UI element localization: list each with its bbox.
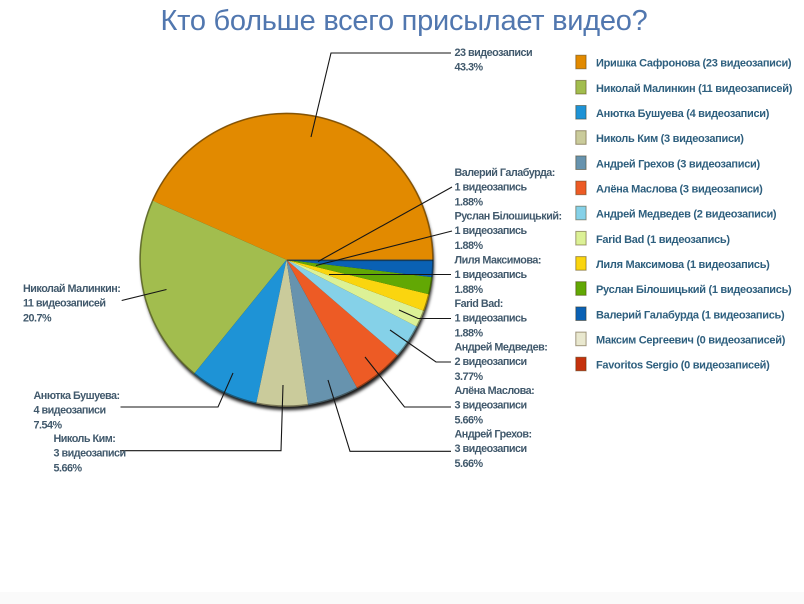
svg-text:Иришка Сафронова (23 видеозапи: Иришка Сафронова (23 видеозаписи) [596,58,792,70]
svg-text:1 видеозапись: 1 видеозапись [455,313,528,325]
svg-text:3 видеозаписи: 3 видеозаписи [54,448,126,460]
svg-text:Андрей Грехов (3 видеозаписи): Андрей Грехов (3 видеозаписи) [596,158,760,170]
svg-text:Валерий Галабурда (1 видеозапи: Валерий Галабурда (1 видеозапись) [596,309,785,321]
svg-text:1 видеозапись: 1 видеозапись [455,182,528,194]
svg-text:1.88%: 1.88% [455,327,484,339]
svg-text:43.3%: 43.3% [455,62,484,74]
svg-text:1.88%: 1.88% [455,284,484,296]
svg-text:3 видеозаписи: 3 видеозаписи [455,443,527,455]
svg-text:Лиля Максимова (1 видеозапись): Лиля Максимова (1 видеозапись) [596,259,770,271]
svg-text:Андрей Медведев (2 видеозаписи: Андрей Медведев (2 видеозаписи) [596,209,777,221]
svg-text:Максим Сергеевич (0 видеозапис: Максим Сергеевич (0 видеозаписей) [596,335,786,347]
svg-text:7.54%: 7.54% [34,419,63,431]
svg-text:Лиля Максимова:: Лиля Максимова: [455,255,541,267]
svg-text:Руслан Білошицький (1 видеозап: Руслан Білошицький (1 видеозапись) [596,284,792,296]
svg-text:5.66%: 5.66% [455,414,484,426]
svg-text:Анютка Бушуева (4 видеозаписи): Анютка Бушуева (4 видеозаписи) [596,108,770,120]
svg-text:3 видеозаписи: 3 видеозаписи [455,400,527,412]
svg-text:2 видеозаписи: 2 видеозаписи [455,356,527,368]
svg-text:1.88%: 1.88% [455,240,484,252]
svg-text:4 видеозаписи: 4 видеозаписи [34,405,106,417]
svg-text:Валерий Галабурда:: Валерий Галабурда: [455,167,555,179]
svg-text:Farid Bad:: Farid Bad: [455,298,503,310]
svg-text:Андрей Грехов:: Андрей Грехов: [455,429,532,441]
svg-text:11 видеозаписей: 11 видеозаписей [23,298,106,310]
svg-text:Алёна Маслова (3 видеозаписи): Алёна Маслова (3 видеозаписи) [596,184,763,196]
svg-text:20.7%: 20.7% [23,312,52,324]
svg-text:5.66%: 5.66% [54,462,83,474]
svg-text:23 видеозаписи: 23 видеозаписи [455,47,533,59]
svg-text:Николай Малинкин:: Николай Малинкин: [23,283,120,295]
svg-text:3.77%: 3.77% [455,371,484,383]
svg-text:5.66%: 5.66% [455,458,484,470]
svg-text:Николай Малинкин (11 видеозапи: Николай Малинкин (11 видеозаписей) [596,83,793,95]
svg-text:Андрей Медведев:: Андрей Медведев: [455,342,548,354]
svg-text:Руслан Білошицький:: Руслан Білошицький: [455,211,562,223]
svg-text:1 видеозапись: 1 видеозапись [455,225,528,237]
svg-text:Николь Ким (3 видеозаписи): Николь Ким (3 видеозаписи) [596,133,744,145]
svg-text:1.88%: 1.88% [455,196,484,208]
svg-text:Алёна Маслова:: Алёна Маслова: [455,385,535,397]
svg-text:Кто больше всего присылает вид: Кто больше всего присылает видео? [160,5,647,37]
svg-text:Николь Ким:: Николь Ким: [54,433,116,445]
svg-text:Favoritos Sergio (0 видеозапис: Favoritos Sergio (0 видеозаписей) [596,360,770,372]
svg-text:Анютка Бушуева:: Анютка Бушуева: [34,390,120,402]
svg-text:Farid Bad (1 видеозапись): Farid Bad (1 видеозапись) [596,234,730,246]
svg-text:1 видеозапись: 1 видеозапись [455,269,528,281]
